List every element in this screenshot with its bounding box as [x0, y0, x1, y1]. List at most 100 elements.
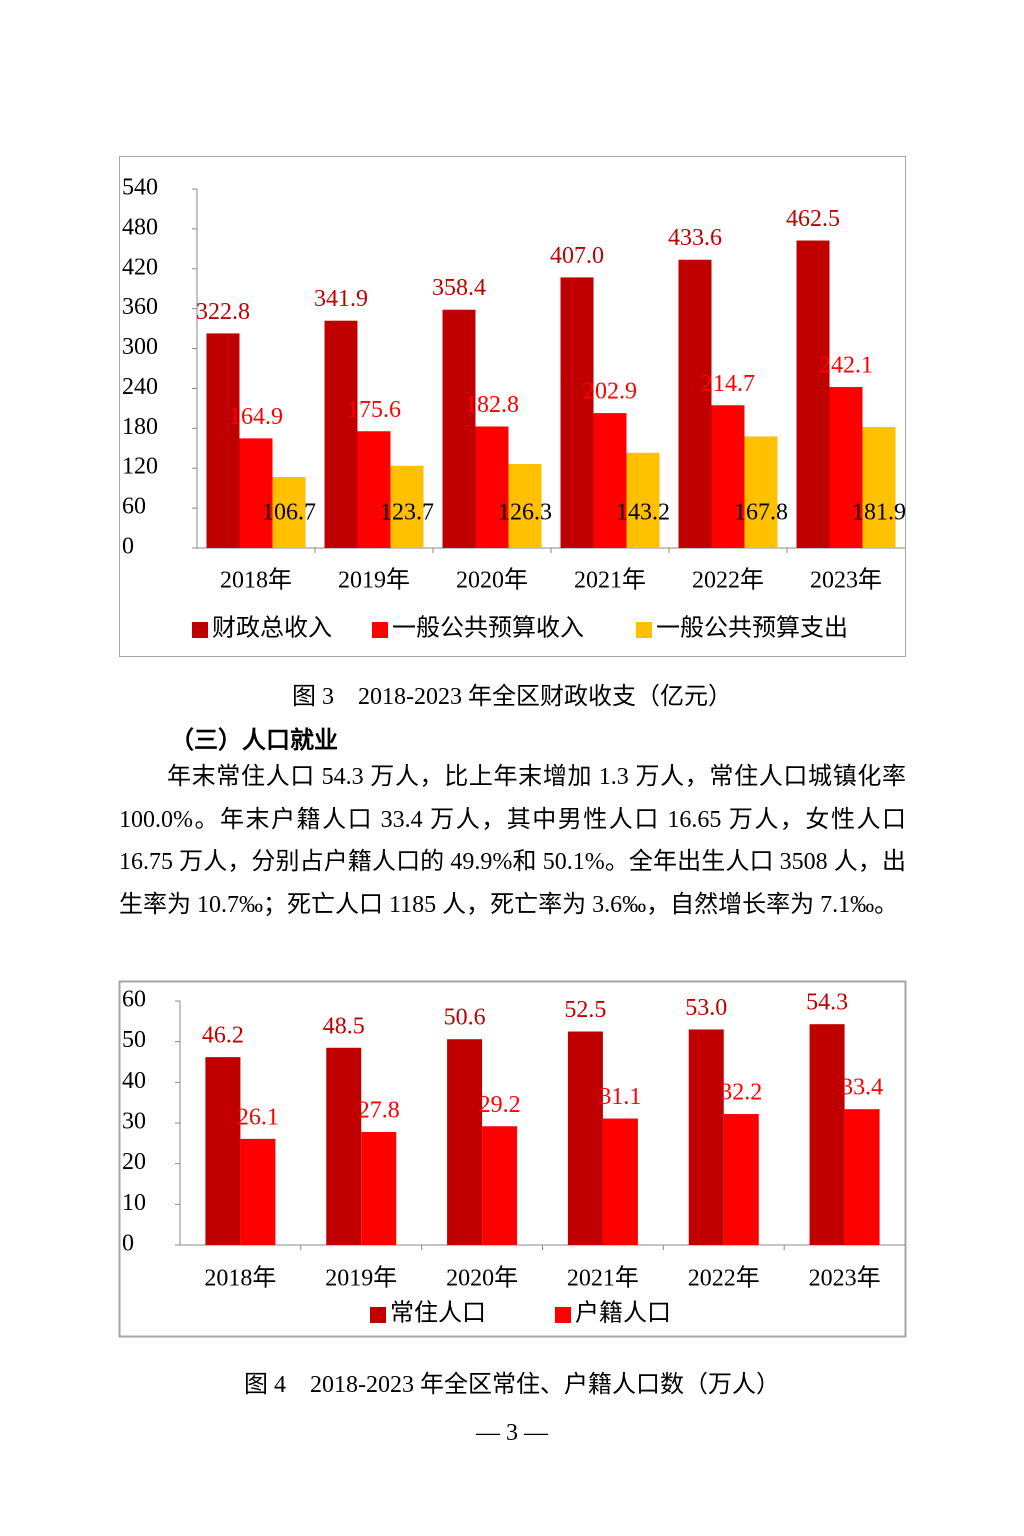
value-label: 175.6 — [347, 397, 401, 423]
x-tick-label: 2018年 — [220, 567, 292, 594]
y-tick-label: 420 — [122, 254, 158, 280]
x-tick-label: 2018年 — [204, 1265, 276, 1292]
paragraph: 年末常住人口 54.3 万人，比上年末增加 1.3 万人，常住人口城镇化率 10… — [119, 764, 906, 918]
value-label: 182.8 — [465, 392, 519, 418]
legend-label: 一般公共预算支出 — [656, 615, 848, 642]
y-tick-label: 240 — [122, 374, 158, 400]
chart-frame — [119, 156, 906, 657]
bar — [593, 413, 627, 548]
value-label: 167.8 — [734, 500, 788, 526]
y-tick-label: 10 — [122, 1190, 146, 1216]
bar — [508, 464, 542, 548]
value-label: 26.1 — [237, 1104, 279, 1130]
bar — [688, 1029, 724, 1245]
y-tick-label: 50 — [122, 1027, 146, 1053]
bar — [206, 333, 240, 548]
value-label: 341.9 — [314, 286, 368, 312]
bar — [829, 387, 863, 548]
bar — [482, 1126, 518, 1245]
legend-label: 一般公共预算收入 — [392, 615, 584, 642]
legend-swatch — [192, 622, 208, 638]
caption: 图 4 2018-2023 年全区常住、户籍人口数（万人） — [244, 1372, 780, 1398]
bar — [475, 426, 509, 548]
bar — [361, 1131, 397, 1245]
value-label: 214.7 — [701, 371, 755, 397]
bar — [390, 465, 424, 548]
legend-label: 常住人口 — [390, 1300, 486, 1327]
legend-swatch — [636, 622, 652, 638]
legend-swatch — [555, 1307, 571, 1323]
value-label: 27.8 — [358, 1097, 400, 1123]
bar — [560, 277, 594, 548]
value-label: 123.7 — [380, 500, 434, 526]
value-label: 126.3 — [498, 500, 552, 526]
legend-label: 户籍人口 — [575, 1300, 671, 1327]
bar — [240, 1138, 276, 1245]
y-tick-label: 480 — [122, 214, 158, 240]
x-tick-label: 2020年 — [456, 567, 528, 594]
x-tick-label: 2023年 — [809, 1265, 881, 1292]
bar — [272, 477, 306, 548]
value-label: 53.0 — [685, 995, 727, 1021]
value-label: 50.6 — [444, 1005, 486, 1031]
bar — [205, 1057, 241, 1245]
y-tick-label: 360 — [122, 294, 158, 320]
bar — [442, 309, 476, 548]
bar — [357, 431, 391, 548]
bar — [711, 405, 745, 548]
bar — [602, 1118, 638, 1245]
legend-label: 财政总收入 — [212, 615, 332, 642]
value-label: 54.3 — [806, 990, 848, 1016]
bar — [678, 259, 712, 548]
bar — [567, 1031, 603, 1245]
heading: （三）人口就业 — [170, 728, 338, 754]
page-number: — 3 — — [476, 1420, 548, 1446]
bar — [626, 452, 660, 548]
bar — [324, 320, 358, 548]
value-label: 407.0 — [550, 243, 604, 269]
y-tick-label: 0 — [122, 1231, 134, 1257]
value-label: 31.1 — [599, 1084, 641, 1110]
value-label: 33.4 — [841, 1075, 883, 1101]
x-tick-label: 2019年 — [338, 567, 410, 594]
caption: 图 3 2018-2023 年全区财政收支（亿元） — [292, 684, 732, 710]
value-label: 52.5 — [564, 997, 606, 1023]
x-tick-label: 2021年 — [567, 1265, 639, 1292]
value-label: 46.2 — [202, 1023, 244, 1049]
legend-swatch — [370, 1307, 386, 1323]
value-label: 32.2 — [720, 1080, 762, 1106]
y-tick-label: 540 — [122, 175, 158, 201]
bar — [326, 1047, 362, 1245]
legend-swatch — [372, 622, 388, 638]
value-label: 164.9 — [229, 404, 283, 430]
y-tick-label: 0 — [122, 534, 134, 560]
value-label: 242.1 — [819, 353, 873, 379]
value-label: 462.5 — [786, 206, 840, 232]
y-tick-label: 300 — [122, 334, 158, 360]
value-label: 433.6 — [668, 225, 722, 251]
value-label: 143.2 — [616, 500, 670, 526]
bar — [239, 438, 273, 548]
value-label: 106.7 — [262, 500, 316, 526]
bar — [447, 1039, 483, 1245]
y-tick-label: 120 — [122, 454, 158, 480]
y-tick-label: 30 — [122, 1109, 146, 1135]
x-tick-label: 2020年 — [446, 1265, 518, 1292]
bar — [862, 427, 896, 548]
y-tick-label: 20 — [122, 1149, 146, 1175]
x-tick-label: 2023年 — [810, 567, 882, 594]
value-label: 48.5 — [323, 1013, 365, 1039]
value-label: 202.9 — [583, 379, 637, 405]
y-tick-label: 40 — [122, 1068, 146, 1094]
y-tick-label: 60 — [122, 494, 146, 520]
bar — [844, 1109, 880, 1245]
value-label: 322.8 — [196, 299, 250, 325]
value-label: 181.9 — [852, 500, 906, 526]
value-label: 29.2 — [479, 1092, 521, 1118]
y-tick-label: 60 — [122, 987, 146, 1013]
value-label: 358.4 — [432, 275, 486, 301]
bar — [796, 240, 830, 549]
bar — [809, 1024, 845, 1245]
